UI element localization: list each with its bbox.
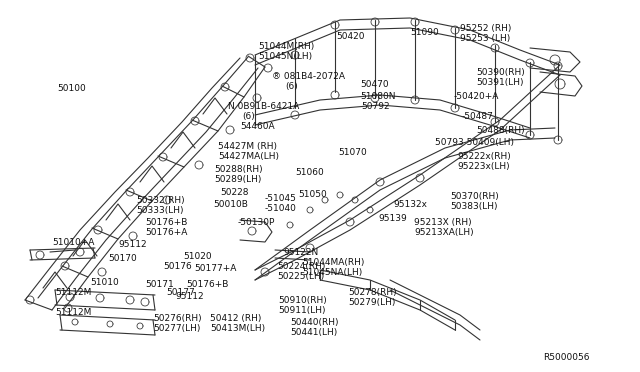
Text: 50278(RH): 50278(RH) [348,288,397,297]
Text: 51090: 51090 [410,28,439,37]
Text: 51020: 51020 [183,252,212,261]
Text: ® 081B4-2072A: ® 081B4-2072A [272,72,345,81]
Text: -51040: -51040 [265,204,297,213]
Text: 50488(RH): 50488(RH) [476,126,525,135]
Text: 50225(LH): 50225(LH) [277,272,324,281]
Text: 50911(LH): 50911(LH) [278,306,326,315]
Text: 50793 50409(LH): 50793 50409(LH) [435,138,514,147]
Text: 50370(RH): 50370(RH) [450,192,499,201]
Text: 50420: 50420 [336,32,365,41]
Text: 50010B: 50010B [213,200,248,209]
Text: 50228: 50228 [220,188,248,197]
Text: 50391(LH): 50391(LH) [476,78,524,87]
Text: 51112M: 51112M [55,308,92,317]
Text: R5000056: R5000056 [543,353,590,362]
Text: 51045N(LH): 51045N(LH) [258,52,312,61]
Text: 51010+A: 51010+A [52,238,94,247]
Text: 95253 (LH): 95253 (LH) [460,34,510,43]
Text: 51060: 51060 [295,168,324,177]
Text: 95112: 95112 [118,240,147,249]
Text: 50441(LH): 50441(LH) [290,328,337,337]
Text: 95112: 95112 [175,292,204,301]
Text: 95252 (RH): 95252 (RH) [460,24,511,33]
Text: -51045: -51045 [265,194,297,203]
Text: 50100: 50100 [57,84,86,93]
Text: 51044M(RH): 51044M(RH) [258,42,314,51]
Text: 95122N: 95122N [283,248,318,257]
Text: 95222x(RH): 95222x(RH) [457,152,511,161]
Text: 50171: 50171 [145,280,173,289]
Text: 95213XA(LH): 95213XA(LH) [414,228,474,237]
Text: 95132x: 95132x [393,200,427,209]
Text: 54460A: 54460A [240,122,275,131]
Text: 51070: 51070 [338,148,367,157]
Text: 50440(RH): 50440(RH) [290,318,339,327]
Text: 51045NA(LH): 51045NA(LH) [302,268,362,277]
Text: 50170: 50170 [108,254,137,263]
Text: 50910(RH): 50910(RH) [278,296,327,305]
Text: 51044MA(RH): 51044MA(RH) [302,258,364,267]
Text: 50176+B: 50176+B [145,218,188,227]
Text: 50224(RH): 50224(RH) [277,262,325,271]
Text: 95223x(LH): 95223x(LH) [457,162,509,171]
Text: 51010: 51010 [90,278,119,287]
Text: -50487: -50487 [462,112,494,121]
Text: 50288(RH): 50288(RH) [214,165,262,174]
Text: 50470: 50470 [360,80,388,89]
Text: 54427M (RH): 54427M (RH) [218,142,277,151]
Text: 50792: 50792 [361,102,390,111]
Text: 50177: 50177 [166,288,195,297]
Text: (6): (6) [242,112,255,121]
Text: 51080N: 51080N [360,92,396,101]
Text: 50332(RH): 50332(RH) [136,196,184,205]
Text: 50176+B: 50176+B [186,280,228,289]
Text: N 0B91B-6421A: N 0B91B-6421A [228,102,300,111]
Text: 50390(RH): 50390(RH) [476,68,525,77]
Text: 50277(LH): 50277(LH) [153,324,200,333]
Text: 51050: 51050 [298,190,327,199]
Text: 54427MA(LH): 54427MA(LH) [218,152,279,161]
Text: 50333(LH): 50333(LH) [136,206,184,215]
Text: -50420+A: -50420+A [454,92,499,101]
Text: 50176: 50176 [163,262,192,271]
Text: 50383(LH): 50383(LH) [450,202,497,211]
Text: -50130P: -50130P [238,218,275,227]
Text: 50276(RH): 50276(RH) [153,314,202,323]
Text: 50413M(LH): 50413M(LH) [210,324,265,333]
Text: 95139: 95139 [378,214,407,223]
Text: 95213X (RH): 95213X (RH) [414,218,472,227]
Text: 50177+A: 50177+A [194,264,236,273]
Text: 50289(LH): 50289(LH) [214,175,261,184]
Text: 50176+A: 50176+A [145,228,188,237]
Text: 51112M: 51112M [55,288,92,297]
Text: 50412 (RH): 50412 (RH) [210,314,261,323]
Text: 50279(LH): 50279(LH) [348,298,396,307]
Text: (6): (6) [285,82,298,91]
